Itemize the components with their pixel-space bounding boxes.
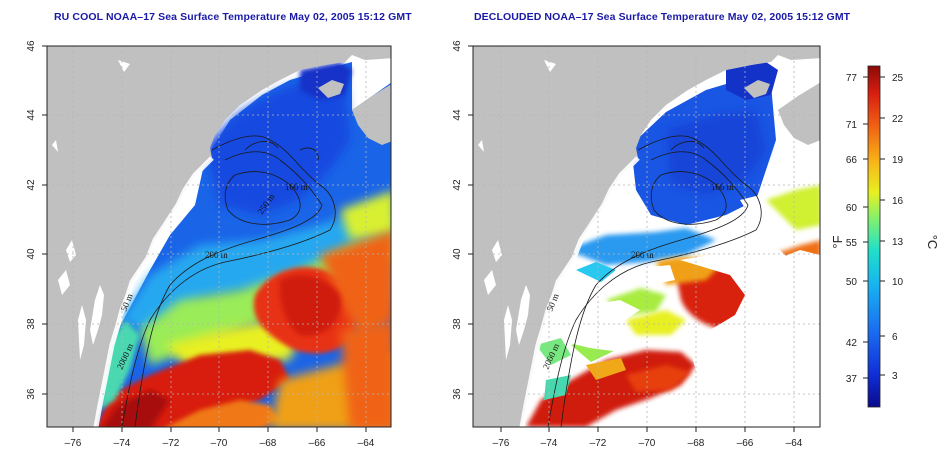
left-map: 50 m 2000 m 200 m 100 m 250 m –76 xyxy=(26,40,392,449)
colorbar-c-tick: 19 xyxy=(892,155,904,166)
left-lon-tick: –66 xyxy=(309,438,326,449)
colorbar-f-tick: 60 xyxy=(846,203,858,214)
left-lat-tick: 42 xyxy=(26,179,37,191)
right-lat-tick: 42 xyxy=(452,179,463,191)
right-bathymetry-contours xyxy=(547,135,762,427)
right-lon-tick: –64 xyxy=(786,438,803,449)
colorbar-c-tick: 25 xyxy=(892,73,904,84)
left-contour-label-200m: 200 m xyxy=(205,250,228,260)
left-lon-tick: –72 xyxy=(163,438,180,449)
left-lon-tick: –68 xyxy=(260,438,277,449)
right-contour-label-100m: 100 m xyxy=(711,182,734,192)
colorbar-c-tick: 16 xyxy=(892,196,904,207)
left-contour-label-100m: 100 m xyxy=(285,182,308,192)
colorbar-c-tick: 6 xyxy=(892,332,898,343)
left-lat-tick: 40 xyxy=(26,248,37,260)
colorbar-gradient xyxy=(867,65,881,408)
right-map: 50 m 2000 m 200 m 100 m –76 –74 –72 xyxy=(452,40,821,449)
colorbar-f-tick: 37 xyxy=(846,374,858,385)
right-lat-tick: 36 xyxy=(452,388,463,400)
colorbar-f-tick: 50 xyxy=(846,277,858,288)
left-lat-tick: 38 xyxy=(26,318,37,330)
colorbar-c-tick: 13 xyxy=(892,237,904,248)
colorbar-f-tick: 42 xyxy=(846,338,858,349)
left-lon-tick: –76 xyxy=(65,438,82,449)
colorbar-c-tick: 3 xyxy=(892,371,898,382)
colorbar-celsius-unit: °C xyxy=(925,235,940,250)
colorbar-c-tick: 22 xyxy=(892,114,904,125)
left-bathymetry-contours xyxy=(121,135,336,427)
left-lon-tick: –64 xyxy=(358,438,375,449)
right-lon-tick: –76 xyxy=(493,438,510,449)
left-lat-tick: 36 xyxy=(26,388,37,400)
left-lat-tick: 44 xyxy=(26,109,37,121)
right-lon-tick: –68 xyxy=(688,438,705,449)
colorbar-fahrenheit-unit: °F xyxy=(830,235,845,248)
right-lon-tick: –70 xyxy=(639,438,656,449)
right-grid xyxy=(473,46,820,427)
colorbar-f-tick: 55 xyxy=(846,238,858,249)
right-lon-tick: –72 xyxy=(590,438,607,449)
left-lon-tick: –74 xyxy=(114,438,131,449)
colorbar: 77 71 66 60 55 50 42 37 25 22 19 16 13 1… xyxy=(830,65,940,408)
right-contour-label-200m: 200 m xyxy=(631,250,654,260)
colorbar-f-tick: 71 xyxy=(846,120,858,131)
right-cloud-mask xyxy=(560,195,820,427)
left-grid xyxy=(47,46,391,427)
colorbar-c-tick: 10 xyxy=(892,277,904,288)
right-lat-tick: 40 xyxy=(452,248,463,260)
right-lat-tick: 38 xyxy=(452,318,463,330)
right-lon-tick: –66 xyxy=(737,438,754,449)
right-lat-tick: 44 xyxy=(452,109,463,121)
colorbar-f-tick: 66 xyxy=(846,155,858,166)
right-lon-tick: –74 xyxy=(541,438,558,449)
colorbar-f-tick: 77 xyxy=(846,73,858,84)
right-map-title: DECLOUDED NOAA–17 Sea Surface Temperatur… xyxy=(474,11,851,23)
right-lat-tick: 46 xyxy=(452,40,463,52)
left-map-title: RU COOL NOAA–17 Sea Surface Temperature … xyxy=(54,11,412,23)
left-lat-tick: 46 xyxy=(26,40,37,52)
left-lon-tick: –70 xyxy=(211,438,228,449)
